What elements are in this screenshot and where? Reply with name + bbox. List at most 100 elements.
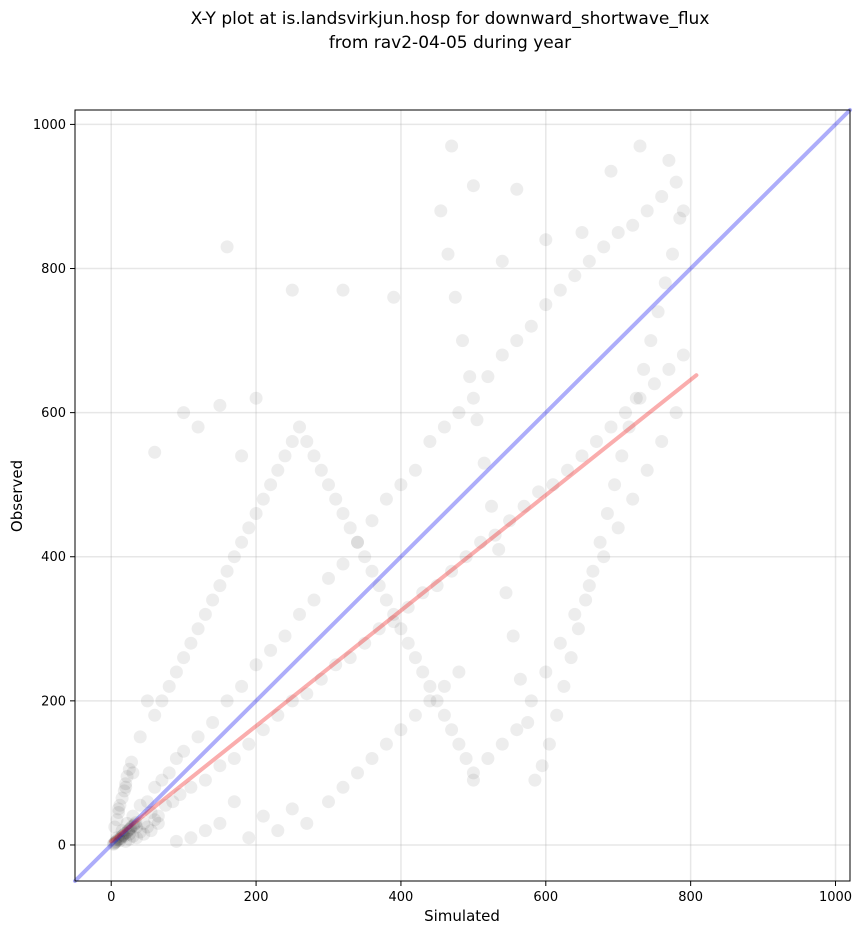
scatter-point-74 — [561, 463, 574, 477]
scatter-point-120 — [463, 370, 477, 384]
scatter-point-188 — [169, 665, 183, 679]
scatter-point-72 — [546, 478, 560, 492]
scatter-point-207 — [307, 449, 321, 463]
x-tick-label-5: 1000 — [819, 890, 852, 905]
scatter-point-7 — [126, 809, 140, 823]
scatter-point-47 — [365, 514, 379, 528]
scatter-point-117 — [485, 499, 498, 513]
scatter-point-39 — [307, 593, 321, 607]
scatter-point-32 — [256, 723, 270, 737]
scatter-point-230 — [106, 837, 120, 851]
scatter-point-128 — [365, 752, 379, 765]
scatter-point-44 — [343, 651, 357, 665]
scatter-point-249 — [129, 816, 143, 830]
scatter-point-100 — [608, 478, 622, 492]
scatter-point-15 — [155, 773, 169, 787]
scatter-point-179 — [169, 834, 183, 848]
scatter-point-170 — [285, 802, 299, 816]
scatter-point-234 — [111, 833, 125, 847]
scatter-point-36 — [285, 694, 299, 708]
scatter-point-167 — [633, 139, 647, 153]
scatter-point-145 — [611, 521, 625, 535]
scatter-point-200 — [256, 492, 270, 506]
scatter-point-104 — [579, 593, 593, 607]
scatter-point-217 — [379, 593, 393, 607]
scatter-point-164 — [539, 233, 553, 247]
scatter-point-54 — [416, 586, 430, 600]
scatter-point-45 — [351, 535, 364, 549]
scatter-point-211 — [336, 507, 350, 520]
scatter-point-119 — [470, 413, 484, 427]
scatter-point-40 — [314, 672, 328, 686]
scatter-point-134 — [452, 665, 466, 679]
scatter-point-126 — [336, 780, 350, 794]
scatter-point-156 — [191, 420, 205, 434]
scatter-point-89 — [669, 175, 683, 189]
scatter-point-99 — [615, 449, 629, 463]
scatter-point-172 — [271, 824, 285, 838]
scatter-point-127 — [351, 766, 364, 780]
scatter-point-31 — [249, 658, 263, 672]
scatter-point-38 — [300, 687, 314, 701]
scatter-point-125 — [322, 795, 335, 809]
scatter-point-146 — [626, 492, 640, 506]
scatter-point-256 — [140, 820, 154, 834]
scatter-point-155 — [148, 445, 162, 459]
scatter-point-245 — [124, 821, 138, 835]
scatter-point-132 — [423, 694, 437, 708]
scatter-point-130 — [394, 723, 408, 737]
scatter-point-224 — [430, 694, 444, 708]
scatter-point-67 — [510, 334, 524, 348]
scatter-point-101 — [600, 507, 614, 520]
scatter-point-239 — [117, 828, 130, 842]
scatter-point-142 — [568, 607, 582, 621]
scatter-point-209 — [322, 478, 335, 492]
scatter-point-163 — [510, 182, 524, 196]
scatter-point-57 — [437, 420, 451, 434]
scatter-point-236 — [114, 832, 128, 845]
scatter-point-135 — [466, 766, 480, 780]
scatter-point-85 — [640, 204, 654, 218]
grid — [75, 110, 850, 881]
scatter-point-187 — [162, 679, 176, 693]
scatter-point-115 — [499, 586, 513, 600]
scatter-point-184 — [112, 802, 125, 816]
scatter-point-24 — [198, 773, 212, 787]
scatter-point-8 — [130, 820, 144, 834]
scatter-point-97 — [629, 391, 643, 405]
scatter-point-114 — [506, 629, 520, 643]
scatter-point-198 — [242, 521, 256, 535]
scatter-point-267 — [120, 770, 134, 783]
scatter-points — [106, 139, 690, 851]
scatter-point-91 — [673, 211, 687, 225]
scatter-point-199 — [249, 507, 263, 520]
scatter-point-212 — [343, 521, 357, 535]
scatter-point-148 — [655, 435, 669, 448]
scatter-point-66 — [503, 514, 517, 528]
scatter-point-257 — [144, 824, 158, 838]
scatter-point-33 — [264, 643, 278, 657]
scatter-point-141 — [553, 636, 567, 650]
scatter-point-48 — [372, 622, 386, 636]
scatter-point-220 — [401, 636, 415, 650]
scatter-point-143 — [582, 579, 596, 593]
scatter-point-264 — [115, 791, 129, 805]
scatter-point-109 — [542, 737, 556, 751]
scatter-point-226 — [445, 723, 459, 737]
scatter-point-122 — [448, 290, 462, 304]
scatter-point-237 — [114, 830, 128, 844]
scatter-point-235 — [112, 832, 126, 846]
scatter-point-169 — [676, 204, 690, 218]
scatter-point-5 — [120, 816, 134, 830]
y-tick-label-3: 600 — [41, 406, 66, 421]
scatter-point-157 — [285, 283, 299, 297]
scatter-point-238 — [116, 829, 130, 843]
scatter-point-201 — [264, 478, 278, 492]
scatter-point-28 — [227, 752, 241, 765]
scatter-point-68 — [517, 499, 531, 513]
scatter-point-78 — [590, 435, 603, 448]
scatter-point-151 — [213, 398, 227, 412]
scatter-point-180 — [140, 694, 154, 708]
y-tick-label-4: 800 — [41, 262, 66, 277]
